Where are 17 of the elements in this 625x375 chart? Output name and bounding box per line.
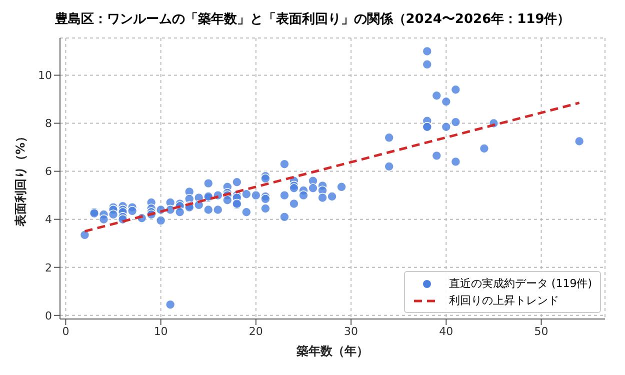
y-tick-label: 8 <box>45 117 52 130</box>
x-tick-label: 20 <box>248 324 263 338</box>
y-tick-label: 10 <box>38 69 52 82</box>
legend-label: 利回りの上昇トレンド <box>448 293 559 309</box>
x-tick-label: 50 <box>534 324 548 338</box>
x-tick-label: 0 <box>62 324 70 338</box>
y-tick-label: 0 <box>45 309 52 322</box>
x-axis-title: 築年数（年） <box>296 344 368 358</box>
x-tick-label: 10 <box>154 324 168 338</box>
y-tick-label: 4 <box>45 213 52 226</box>
x-tick-label: 30 <box>344 324 358 338</box>
y-tick-label: 6 <box>45 165 52 178</box>
y-axis-title: 表面利回り（%） <box>13 130 28 228</box>
x-tick-label: 40 <box>439 324 454 338</box>
y-tick-label: 2 <box>45 261 52 274</box>
legend-label: 直近の実成約データ (119件) <box>448 276 592 292</box>
chart-title: 豊島区：ワンルームの「築年数」と「表面利回り」の関係（2024〜2026年：119件） <box>54 11 572 29</box>
